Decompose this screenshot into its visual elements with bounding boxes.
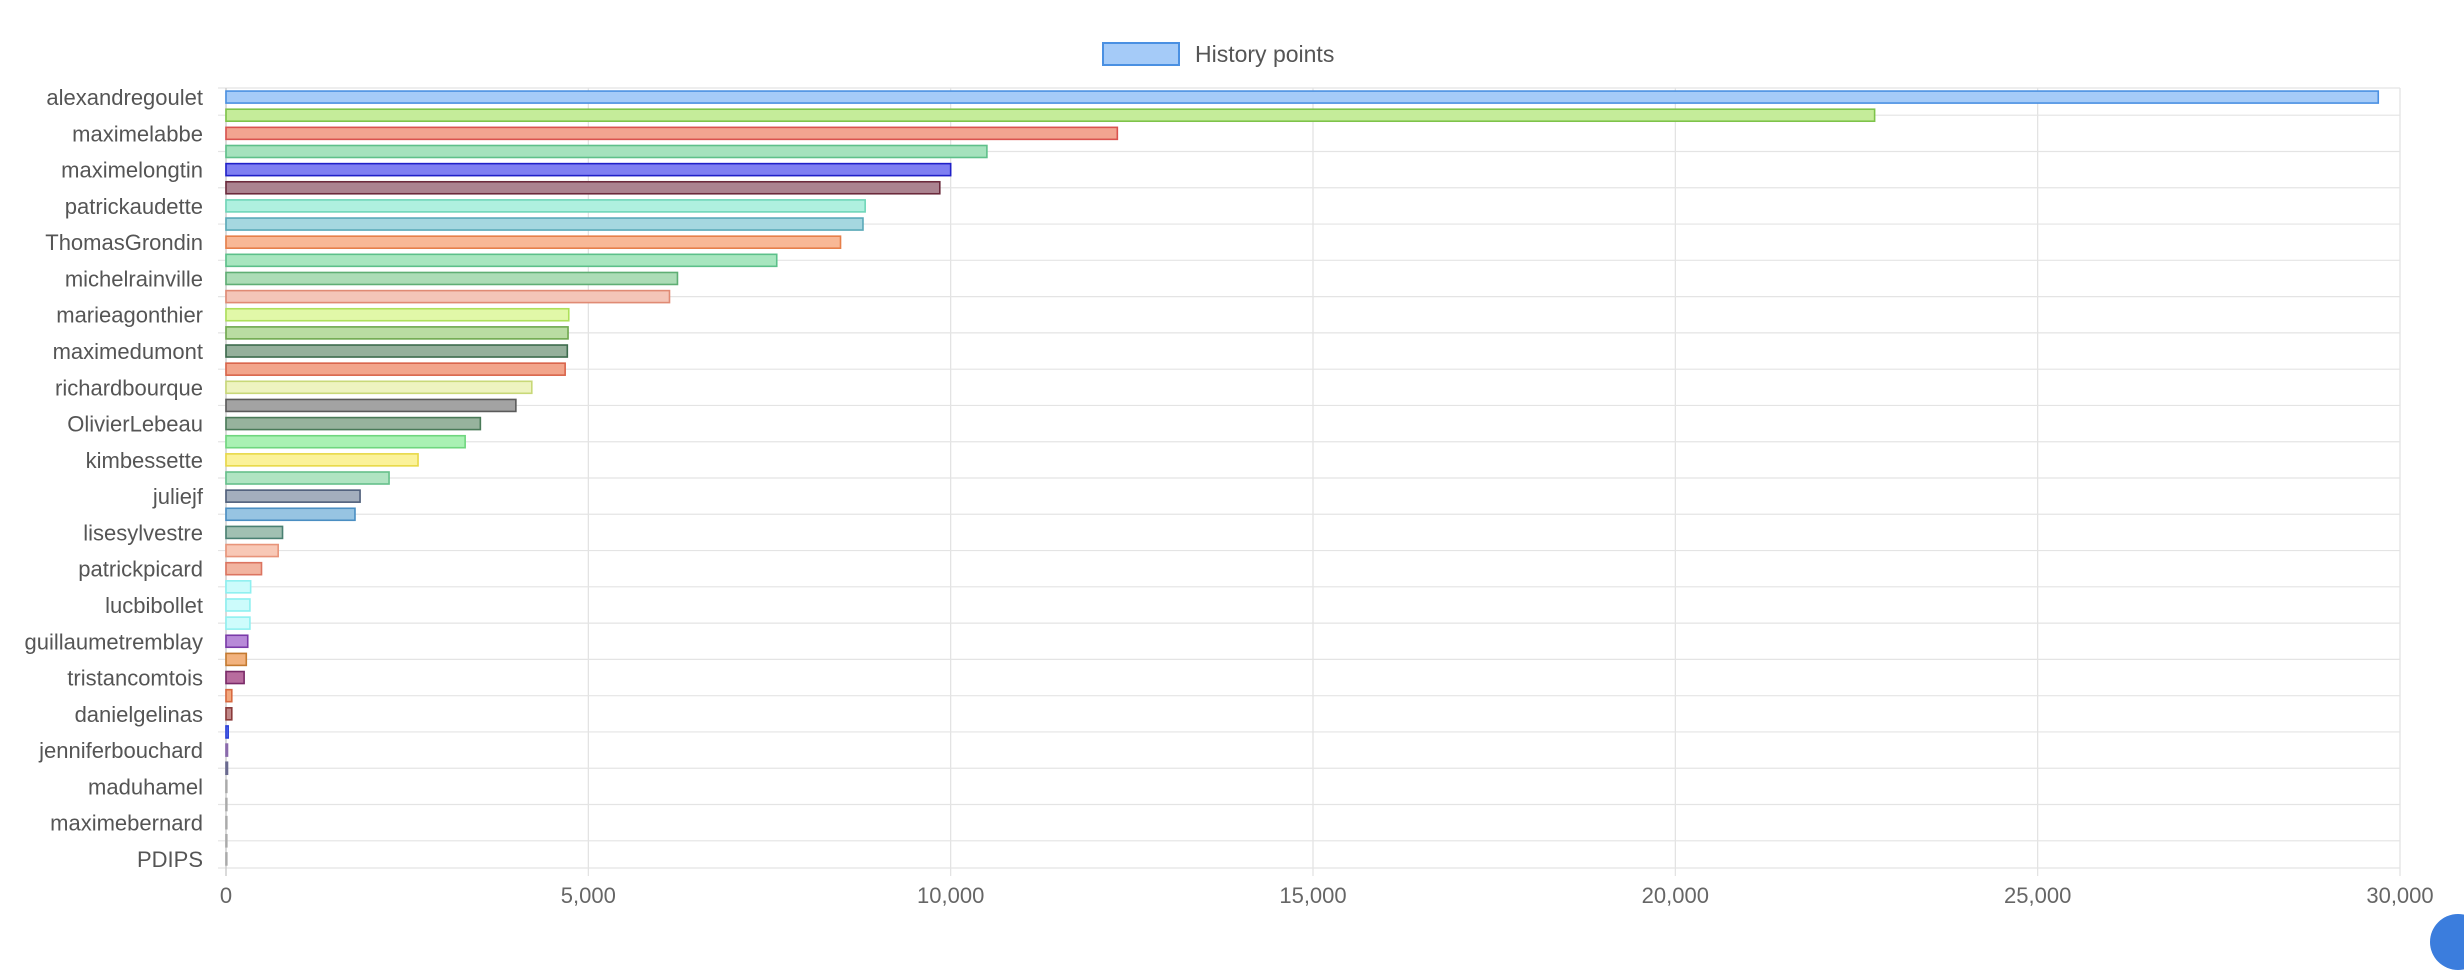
bar[interactable]: [225, 380, 533, 395]
bar[interactable]: [225, 453, 419, 467]
bar[interactable]: [225, 126, 1119, 141]
bar[interactable]: [225, 543, 279, 558]
bar[interactable]: [225, 434, 466, 449]
bar[interactable]: [225, 326, 569, 340]
y-tick-label: maximelabbe: [72, 121, 203, 146]
bar[interactable]: [225, 507, 356, 522]
y-tick-label: patrickaudette: [65, 194, 203, 219]
bar[interactable]: [225, 271, 679, 286]
bar[interactable]: [225, 217, 864, 231]
legend-label[interactable]: History points: [1195, 41, 1335, 67]
bar[interactable]: [225, 652, 248, 667]
y-tick-label: richardbourque: [55, 375, 203, 400]
bar[interactable]: [225, 634, 249, 649]
x-tick-label: 20,000: [1642, 883, 1709, 908]
y-tick-label: marieagonthier: [56, 303, 203, 328]
bar[interactable]: [225, 797, 228, 812]
bar[interactable]: [225, 180, 941, 195]
legend-swatch[interactable]: [1102, 42, 1180, 66]
bar[interactable]: [225, 362, 566, 376]
x-tick-label: 30,000: [2366, 883, 2433, 908]
y-tick-label: lucbibollet: [105, 593, 203, 618]
bar[interactable]: [225, 598, 251, 612]
bar[interactable]: [225, 108, 1876, 123]
x-tick-label: 5,000: [561, 883, 616, 908]
bar[interactable]: [225, 561, 263, 576]
y-tick-label: maximelongtin: [61, 158, 203, 183]
bar[interactable]: [225, 144, 988, 159]
y-tick-label: maduhamel: [88, 774, 203, 799]
bar[interactable]: [225, 779, 228, 794]
bar[interactable]: [225, 525, 284, 540]
y-tick-label: jenniferbouchard: [38, 738, 203, 763]
y-tick-label: kimbessette: [86, 448, 203, 473]
bar[interactable]: [225, 761, 229, 776]
bar[interactable]: [225, 743, 229, 757]
bar[interactable]: [225, 670, 245, 685]
bar[interactable]: [225, 815, 228, 830]
y-tick-label: michelrainville: [65, 266, 203, 291]
y-tick-label: guillaumetremblay: [24, 629, 203, 654]
chart-bars: [225, 90, 2380, 866]
bar[interactable]: [225, 471, 390, 485]
history-points-bar-chart: alexandregoulet maximelabbe maximelongtin p…: [24, 85, 2434, 908]
bar[interactable]: [225, 253, 778, 268]
y-tick-label: ThomasGrondin: [45, 230, 203, 255]
y-tick-label: danielgelinas: [75, 702, 203, 727]
bar[interactable]: [225, 725, 229, 739]
bar[interactable]: [225, 344, 569, 358]
x-tick-label: 0: [220, 883, 232, 908]
bar[interactable]: [225, 580, 252, 594]
bar[interactable]: [225, 307, 570, 322]
y-axis-labels: alexandregoulet maximelabbe maximelongtin p…: [24, 85, 203, 872]
y-tick-label: alexandregoulet: [46, 85, 203, 110]
bar[interactable]: [225, 398, 517, 413]
y-tick-label: patrickpicard: [78, 557, 203, 582]
bar[interactable]: [225, 489, 361, 503]
bar[interactable]: [225, 707, 233, 721]
x-tick-label: 25,000: [2004, 883, 2071, 908]
bar[interactable]: [225, 90, 2380, 104]
bar[interactable]: [225, 199, 866, 213]
x-axis-labels: 0 5,000 10,000 15,000 20,000 25,000 30,000: [220, 883, 2434, 908]
y-tick-label: tristancomtois: [67, 666, 203, 691]
y-tick-label: lisesylvestre: [83, 520, 203, 545]
bar[interactable]: [225, 688, 233, 703]
bar[interactable]: [225, 416, 482, 431]
y-tick-label: juliejf: [152, 484, 204, 509]
y-tick-label: PDIPS: [137, 847, 203, 872]
x-tick-label: 10,000: [917, 883, 984, 908]
y-tick-label: maximebernard: [50, 811, 203, 836]
x-tick-label: 15,000: [1279, 883, 1346, 908]
bar[interactable]: [225, 162, 952, 177]
bar[interactable]: [225, 833, 228, 848]
bar[interactable]: [225, 616, 251, 630]
bar[interactable]: [225, 852, 228, 866]
y-tick-label: OlivierLebeau: [67, 412, 203, 437]
bar[interactable]: [225, 289, 671, 304]
y-tick-label: maximedumont: [53, 339, 203, 364]
bar[interactable]: [225, 235, 842, 249]
